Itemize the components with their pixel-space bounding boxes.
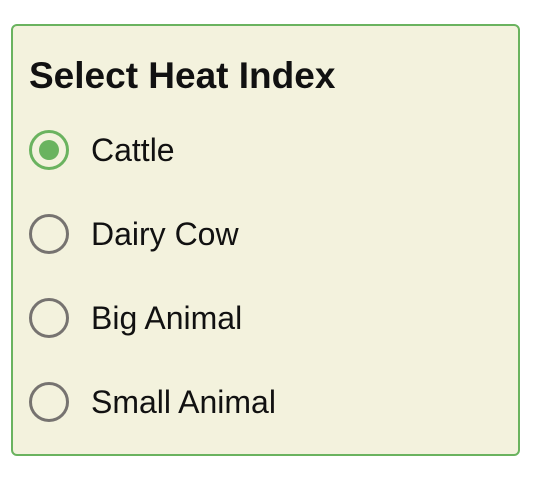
heat-index-panel: Select Heat Index Cattle Dairy Cow Big A… [11,24,520,456]
radio-button[interactable] [29,382,69,422]
radio-selected-dot [39,140,59,160]
option-label: Small Animal [91,384,276,420]
option-small-animal[interactable]: Small Animal [29,382,276,422]
option-dairy-cow[interactable]: Dairy Cow [29,214,239,254]
option-big-animal[interactable]: Big Animal [29,298,242,338]
radio-button[interactable] [29,214,69,254]
option-label: Cattle [91,132,175,168]
option-label: Dairy Cow [91,216,239,252]
option-label: Big Animal [91,300,243,336]
radio-button[interactable] [29,298,69,338]
option-cattle[interactable]: Cattle [29,130,175,170]
panel-title: Select Heat Index [29,55,336,96]
radio-button-checked[interactable] [29,130,69,170]
